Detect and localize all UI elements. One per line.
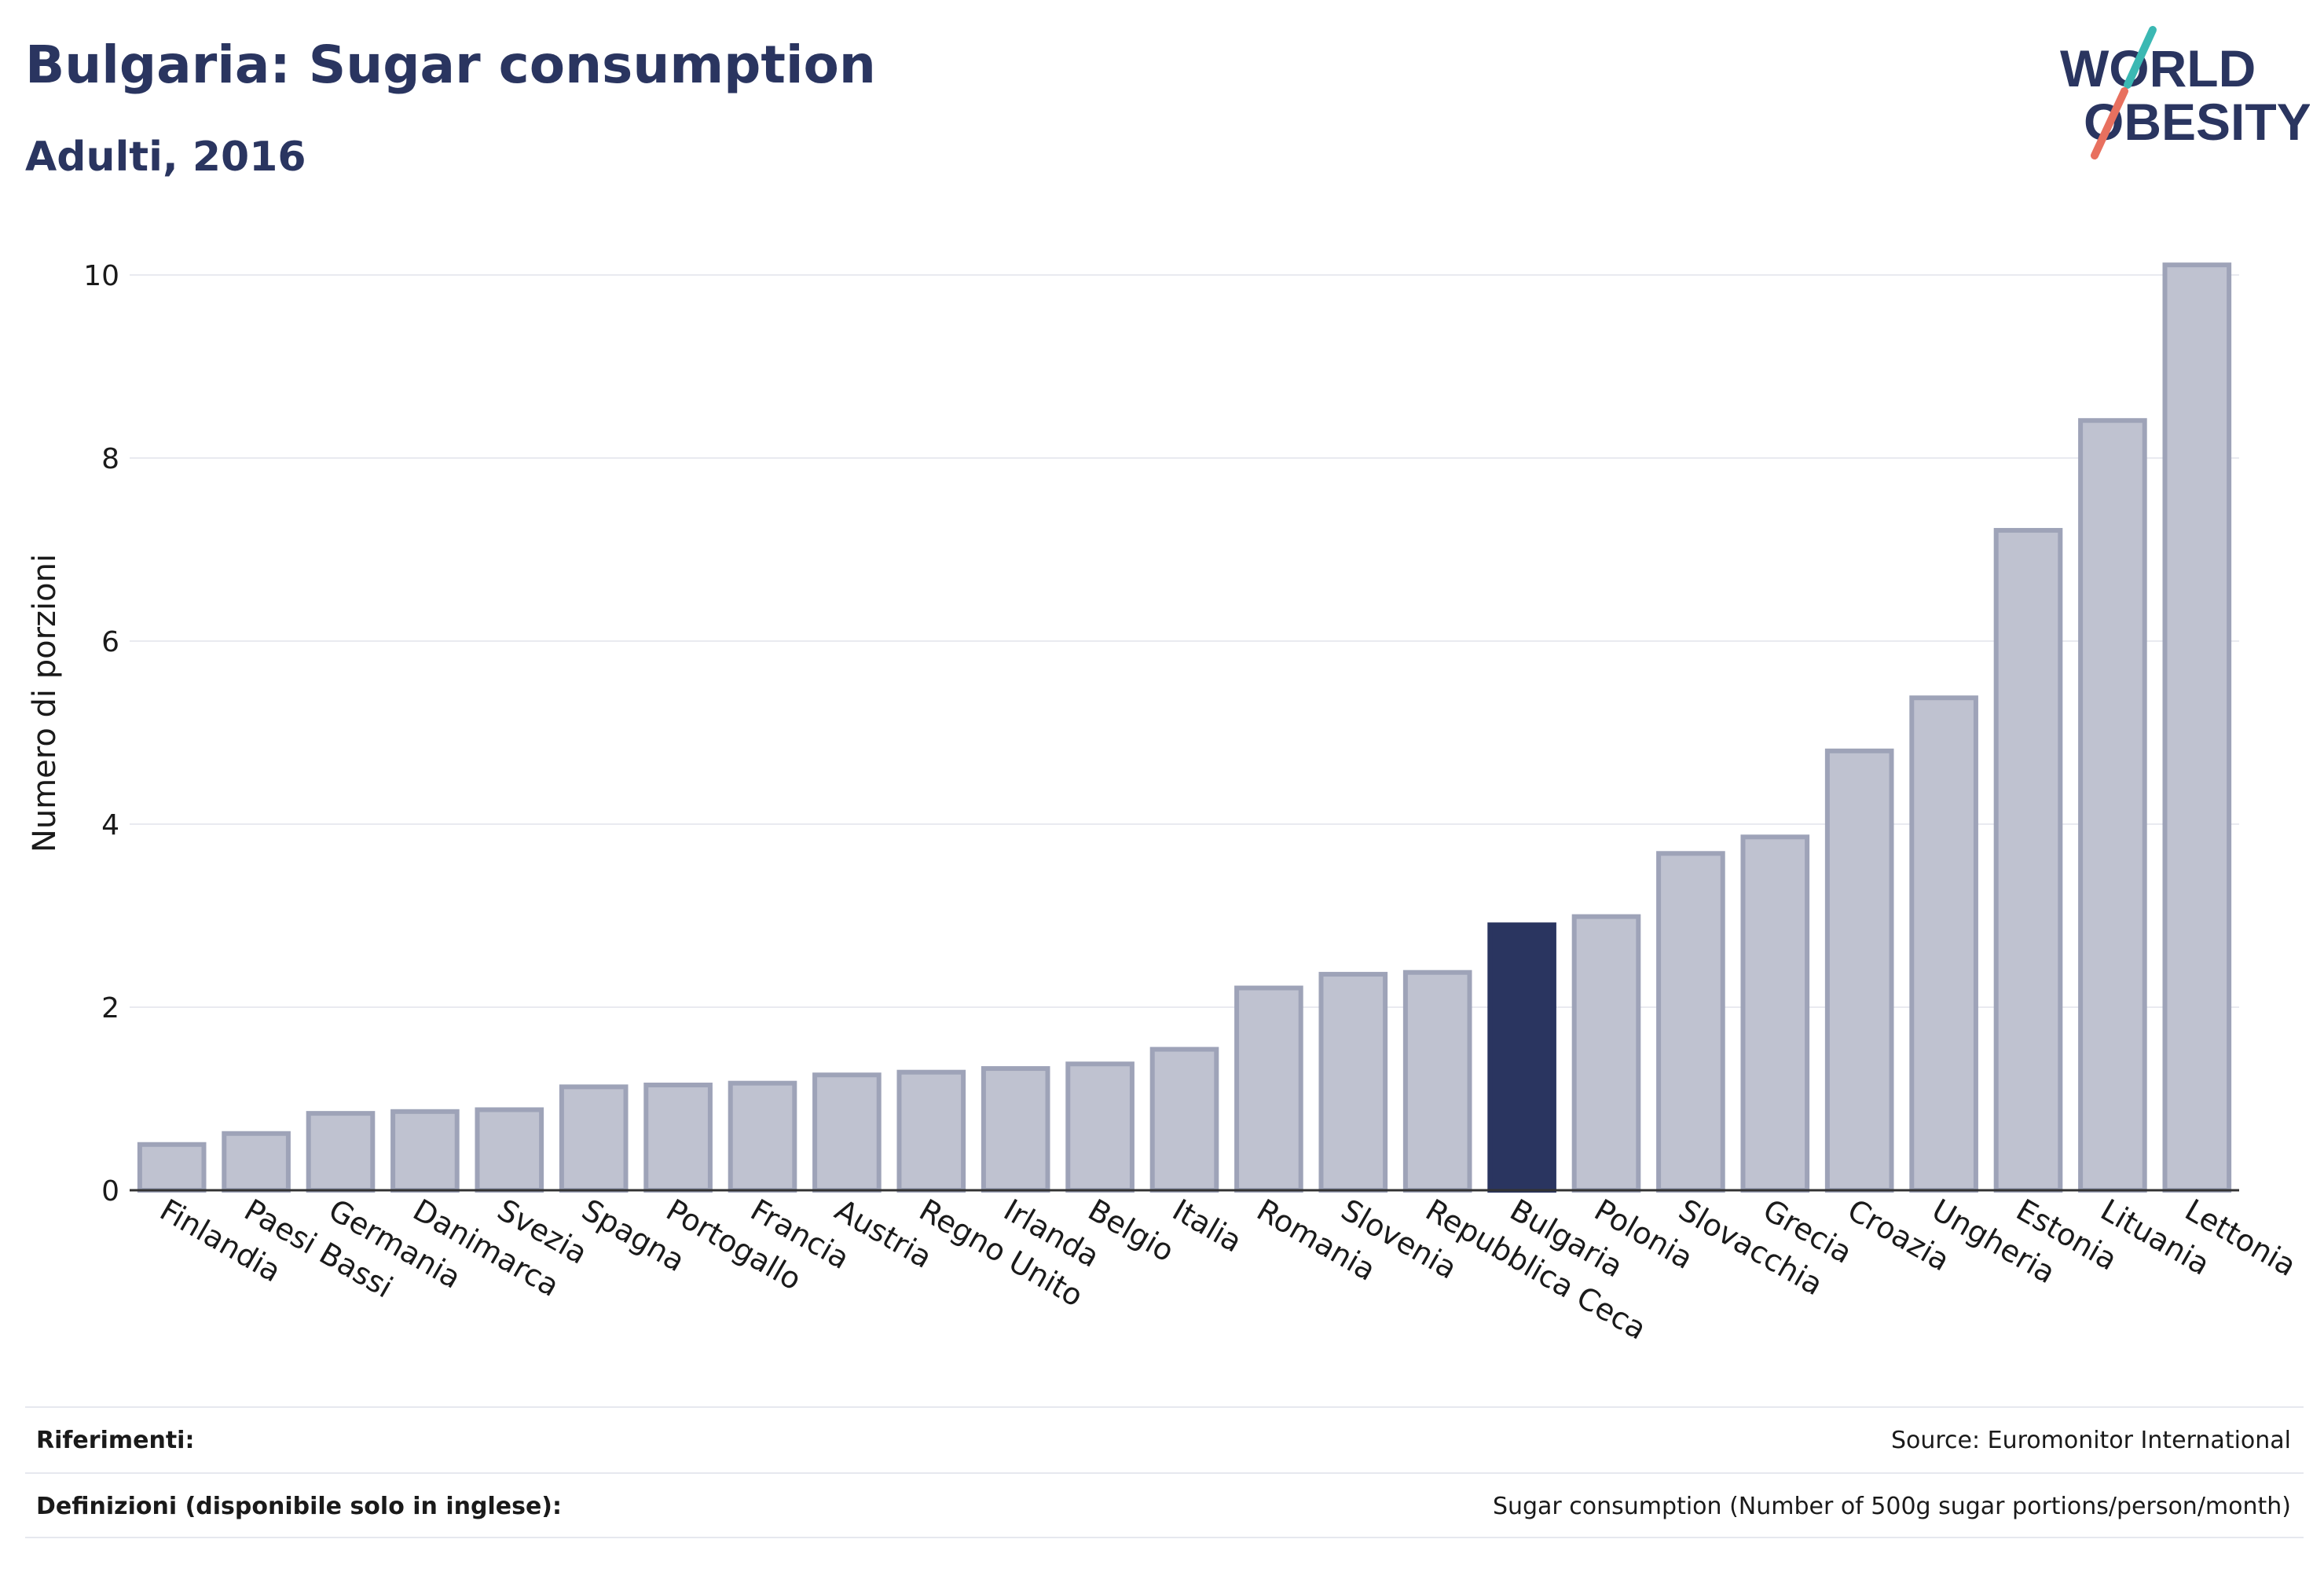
- y-tick-labels: 0 2 4 6 8 10: [83, 260, 119, 1208]
- chart-subtitle: Adulti, 2016: [25, 134, 306, 181]
- bar-ungheria: [1909, 695, 1978, 1193]
- bar-irlanda: [981, 1066, 1050, 1193]
- bar-regno-unito: [896, 1069, 966, 1193]
- footer-bottom-border: [25, 1537, 2304, 1538]
- y-tick-label: 6: [101, 626, 119, 658]
- bar-portogallo: [643, 1083, 713, 1193]
- bar-romania: [1234, 985, 1303, 1193]
- world-obesity-logo: WORLD OBESITY: [2060, 26, 2310, 159]
- logo-slash-teal: [2124, 26, 2157, 89]
- x-tick-label: Italia: [1167, 1193, 1248, 1259]
- references-value: Source: Euromonitor International: [1890, 1426, 2291, 1454]
- bar-danimarca: [390, 1109, 460, 1193]
- bar-estonia: [1993, 528, 2063, 1193]
- bars: [137, 262, 2232, 1193]
- bar-spagna: [559, 1084, 629, 1193]
- logo-slash-coral: [2091, 87, 2128, 159]
- definitions-value: Sugar consumption (Number of 500g sugar …: [1492, 1492, 2291, 1520]
- bar-austria: [812, 1072, 882, 1193]
- bar-lituania: [2078, 418, 2147, 1193]
- bar-croazia: [1824, 748, 1894, 1193]
- references-label: Riferimenti:: [36, 1426, 195, 1454]
- bar-germania: [306, 1111, 376, 1193]
- bar-slovacchia: [1656, 851, 1725, 1193]
- bar-grecia: [1740, 834, 1810, 1193]
- bar-francia: [728, 1080, 797, 1193]
- bar-svezia: [475, 1107, 544, 1193]
- logo-text-world: WORLD: [2060, 39, 2256, 97]
- bar-belgio: [1065, 1061, 1135, 1193]
- y-tick-label: 10: [83, 260, 119, 292]
- bar-finlandia: [137, 1142, 207, 1193]
- bar-italia: [1149, 1046, 1219, 1193]
- bar-bulgaria: [1487, 922, 1556, 1193]
- chart-title: Bulgaria: Sugar consumption: [25, 35, 876, 95]
- y-tick-label: 0: [101, 1175, 119, 1208]
- definitions-label: Definizioni (disponibile solo in inglese…: [36, 1492, 562, 1520]
- bar-lettonia: [2162, 262, 2232, 1193]
- y-tick-label: 8: [101, 443, 119, 475]
- y-axis-title: Numero di porzioni: [27, 554, 63, 852]
- footer-definitions-row: Definizioni (disponibile solo in inglese…: [25, 1472, 2304, 1538]
- bar-slovenia: [1318, 972, 1388, 1193]
- bar-paesi-bassi: [222, 1131, 291, 1193]
- bar-repubblica-ceca: [1402, 969, 1472, 1193]
- y-tick-label: 2: [101, 992, 119, 1024]
- bar-polonia: [1571, 914, 1641, 1193]
- footer-references-row: Riferimenti: Source: Euromonitor Interna…: [25, 1406, 2304, 1472]
- y-tick-label: 4: [101, 809, 119, 841]
